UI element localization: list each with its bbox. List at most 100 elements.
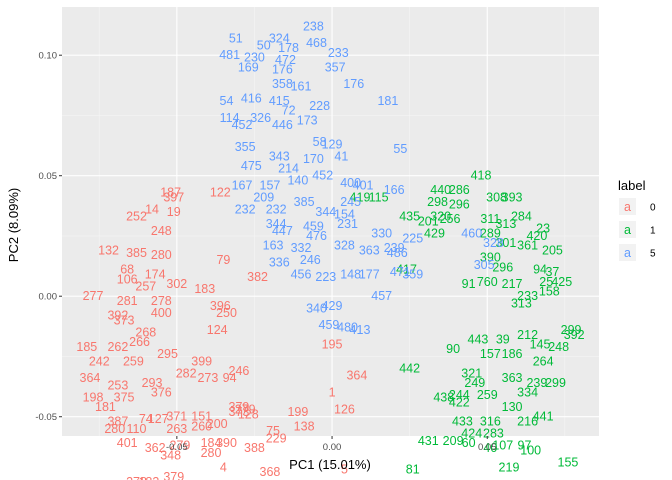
point-label: 176: [343, 77, 364, 91]
point-label: 174: [145, 268, 166, 282]
point-label: 457: [371, 289, 392, 303]
point-label: 452: [312, 169, 333, 183]
point-label: 244: [449, 388, 470, 402]
point-label: 392: [564, 328, 585, 342]
point-label: 157: [480, 347, 501, 361]
point-label: 298: [427, 195, 448, 209]
point-label: 157: [260, 178, 281, 192]
point-label: 23: [536, 222, 550, 236]
point-label: 420: [526, 229, 547, 243]
point-label: 280: [151, 248, 172, 262]
point-label: 332: [291, 241, 312, 255]
point-label: 238: [303, 19, 324, 33]
point-label: 459: [319, 318, 340, 332]
legend-key-glyph: a: [624, 223, 631, 237]
point-label: 167: [232, 178, 253, 192]
point-label: 299: [545, 376, 566, 390]
point-label: 460: [461, 227, 482, 241]
point-label: 364: [346, 369, 367, 383]
point-label: 343: [269, 149, 290, 163]
point-label: 200: [207, 417, 228, 431]
point-label: 263: [166, 422, 187, 436]
point-label: 239: [526, 376, 547, 390]
point-label: 260: [191, 419, 212, 433]
point-label: 400: [151, 306, 172, 320]
point-label: 74: [139, 412, 153, 426]
point-label: 256: [440, 212, 461, 226]
legend-title: label: [618, 178, 646, 193]
point-label: 228: [309, 99, 330, 113]
point-label: 264: [533, 354, 554, 368]
point-label: 253: [107, 378, 128, 392]
point-label: 443: [468, 333, 489, 347]
legend-key-glyph: a: [624, 246, 631, 260]
point-label: 176: [272, 63, 293, 77]
y-axis: -0.05 0.00 0.05 0.10: [35, 51, 62, 423]
point-label: 129: [322, 137, 343, 151]
point-label: 216: [517, 415, 538, 429]
y-tick-label: 0.10: [39, 51, 58, 62]
point-label: 5: [341, 463, 348, 477]
point-label: 128: [238, 407, 259, 421]
point-label: 51: [229, 31, 243, 45]
point-label: 326: [250, 111, 271, 125]
point-label: 186: [502, 347, 523, 361]
point-label: 138: [294, 419, 315, 433]
point-label: 39: [496, 333, 510, 347]
point-label: 456: [291, 268, 312, 282]
point-label: 229: [266, 431, 287, 445]
point-label: 173: [297, 113, 318, 127]
point-label: 368: [260, 465, 281, 479]
point-label: 281: [117, 294, 138, 308]
point-label: 37: [545, 265, 559, 279]
point-label: 68: [120, 263, 134, 277]
legend-key: [619, 244, 636, 261]
point-label: 278: [126, 475, 147, 480]
point-label: 328: [483, 236, 504, 250]
point-label: 441: [533, 410, 554, 424]
point-label: 124: [207, 323, 228, 337]
point-label: 233: [517, 289, 538, 303]
point-label: 126: [334, 402, 355, 416]
point-label: 155: [558, 456, 579, 470]
point-label: 252: [126, 210, 147, 224]
legend-entries: a 0 a 1 a 5: [619, 198, 656, 261]
point-label: 248: [548, 340, 569, 354]
point-label: 357: [325, 60, 346, 74]
point-label: 363: [502, 371, 523, 385]
point-label: 177: [359, 268, 380, 282]
point-label: 429: [322, 299, 343, 313]
point-label: 259: [477, 388, 498, 402]
point-label: 154: [334, 207, 355, 221]
point-label: 41: [334, 149, 348, 163]
point-label: 170: [303, 152, 324, 166]
point-label: 115: [369, 190, 389, 204]
point-label: 100: [520, 443, 541, 457]
point-label: 475: [241, 159, 262, 173]
point-label: 425: [551, 275, 572, 289]
point-label: 299: [561, 323, 582, 337]
point-label: 230: [244, 51, 265, 65]
point-label: 94: [223, 371, 237, 385]
point-label: 14: [145, 202, 159, 216]
point-label: 110: [127, 422, 147, 436]
grid-minor-lines: [62, 7, 599, 436]
point-label: 19: [167, 205, 181, 219]
point-label: 81: [406, 463, 420, 477]
y-tick-label: 0.00: [39, 292, 58, 303]
point-label: 209: [443, 434, 464, 448]
plot-panel: [62, 7, 599, 436]
point-label: 388: [244, 441, 265, 455]
point-label: 320: [430, 210, 451, 224]
point-label: 447: [272, 224, 293, 238]
point-label: 225: [402, 231, 423, 245]
point-label: 433: [452, 415, 473, 429]
point-label: 396: [210, 299, 231, 313]
x-tick-label: 0.05: [478, 442, 497, 453]
point-label: 296: [492, 260, 513, 274]
point-label: 282: [176, 366, 197, 380]
point-label: 385: [294, 195, 315, 209]
legend-key: [619, 198, 636, 215]
point-label: 166: [384, 183, 405, 197]
